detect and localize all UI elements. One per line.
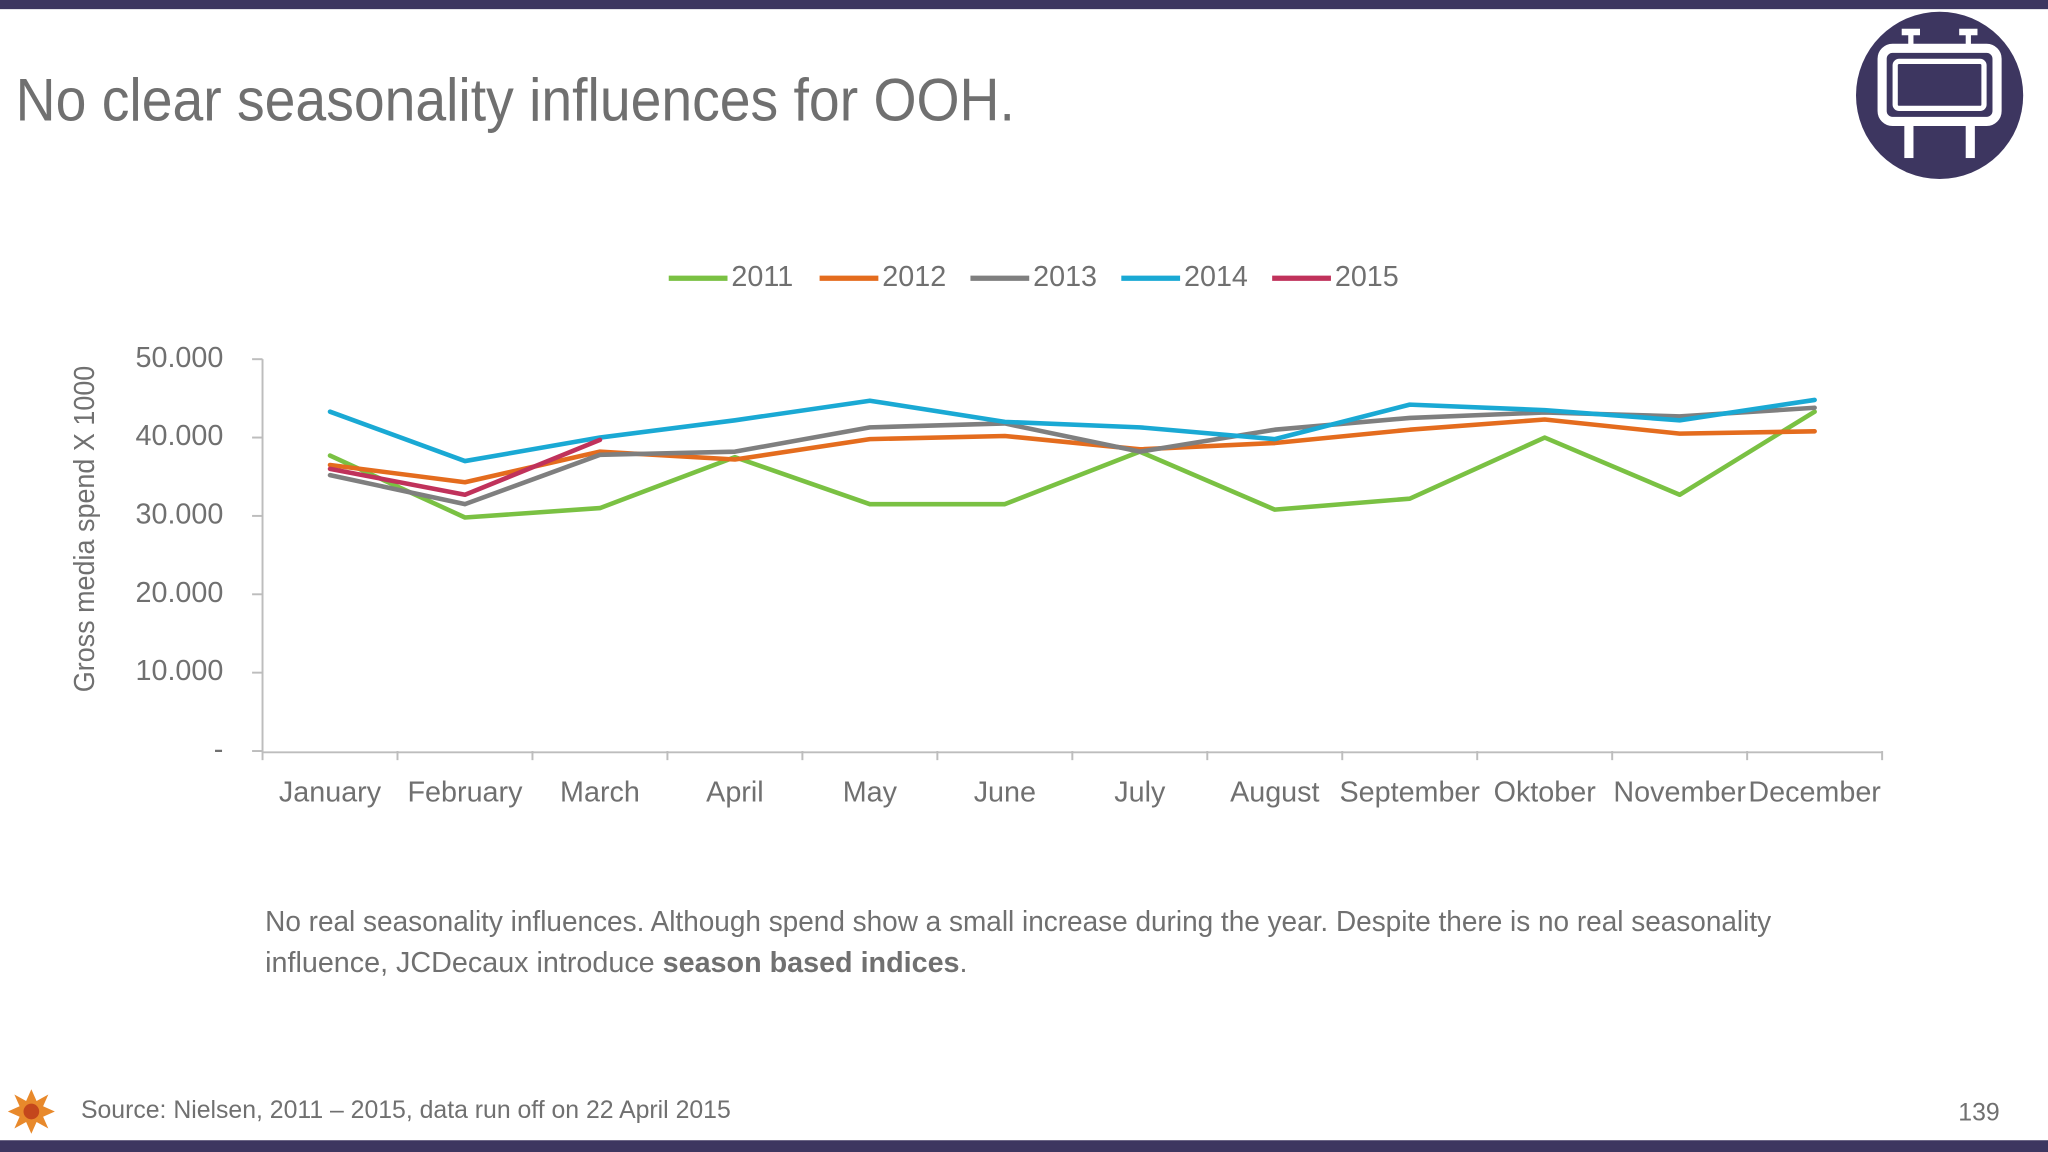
y-tick-label: 40.000 (136, 420, 224, 452)
note-bold: season based indices (663, 947, 960, 979)
x-tick-label: May (843, 777, 898, 809)
top-bar (0, 0, 2048, 10)
series-line (327, 437, 603, 498)
x-tick-label: December (1748, 777, 1881, 809)
legend-label: 2014 (1184, 261, 1248, 293)
y-tick-label: 10.000 (136, 655, 224, 687)
logo (7, 1089, 55, 1134)
note-line: influence, JCDecaux introduce season bas… (265, 947, 967, 979)
note-text: influence, JCDecaux introduce (265, 947, 662, 979)
note-line: No real seasonality influences. Although… (265, 906, 1772, 938)
legend-label: 2013 (1033, 261, 1097, 293)
series-line (327, 417, 1817, 485)
series-line (327, 409, 1817, 520)
x-tick-label: July (1114, 777, 1166, 809)
series-line (327, 397, 1817, 464)
x-tick-label: August (1230, 777, 1319, 809)
legend-label: 2015 (1335, 261, 1399, 293)
y-axis-label: Gross media spend X 1000 (69, 366, 101, 693)
source-note: Source: Nielsen, 2011 – 2015, data run o… (81, 1097, 731, 1124)
note-text: . (960, 947, 968, 979)
slide-title: No clear seasonality influences for OOH. (16, 66, 1015, 133)
x-tick-label: June (974, 777, 1036, 809)
x-tick-label: February (408, 777, 524, 809)
billboard-icon (1856, 11, 2024, 179)
x-tick-label: November (1613, 777, 1746, 809)
legend-label: 2012 (882, 261, 946, 293)
bottom-bar (0, 1140, 2048, 1152)
x-tick-label: April (706, 777, 763, 809)
x-tick-label: March (560, 777, 640, 809)
y-tick-label: 30.000 (136, 499, 224, 531)
legend-label: 2011 (731, 261, 793, 293)
page-number: 139 (1958, 1100, 1999, 1127)
x-tick-label: Oktober (1494, 777, 1597, 809)
x-tick-label: September (1339, 777, 1480, 809)
y-tick-label: 50.000 (136, 342, 224, 374)
x-tick-label: January (279, 777, 382, 809)
y-tick-label: - (214, 734, 224, 766)
y-tick-label: 20.000 (136, 577, 224, 609)
